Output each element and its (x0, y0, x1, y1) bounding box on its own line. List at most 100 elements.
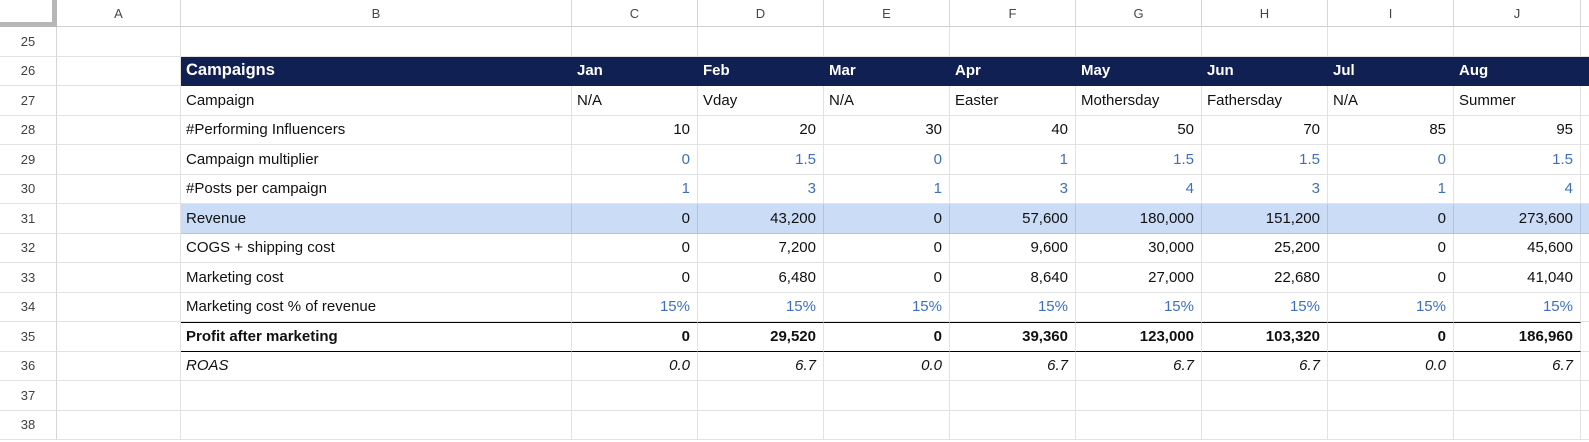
row-header-31[interactable]: 31 (0, 204, 57, 234)
cell-F26[interactable]: Apr (950, 56, 1076, 86)
cell-D26[interactable]: Feb (698, 56, 824, 86)
cell-A27[interactable] (57, 86, 181, 116)
select-all-corner[interactable] (0, 0, 57, 27)
cell-J35[interactable]: 186,960 (1454, 322, 1581, 352)
cell-F35[interactable]: 39,360 (950, 322, 1076, 352)
cell-G37[interactable] (1076, 381, 1202, 411)
cell-G29[interactable]: 1.5 (1076, 145, 1202, 175)
cell-D32[interactable]: 7,200 (698, 233, 824, 263)
cell-F32[interactable]: 9,600 (950, 233, 1076, 263)
cell-G28[interactable]: 50 (1076, 115, 1202, 145)
cell-B38[interactable] (181, 410, 572, 440)
row-header-34[interactable]: 34 (0, 292, 57, 322)
cell-B34[interactable]: Marketing cost % of revenue (181, 292, 572, 322)
cell-E29[interactable]: 0 (824, 145, 950, 175)
cell-D34[interactable]: 15% (698, 292, 824, 322)
cell-B27[interactable]: Campaign (181, 86, 572, 116)
cell-G27[interactable]: Mothersday (1076, 86, 1202, 116)
cell-I29[interactable]: 0 (1328, 145, 1454, 175)
cell-E36[interactable]: 0.0 (824, 351, 950, 381)
cell-I35[interactable]: 0 (1328, 322, 1454, 352)
column-header-B[interactable]: B (181, 0, 572, 27)
cell-E25[interactable] (824, 27, 950, 57)
cell-J31[interactable]: 273,600 (1454, 204, 1581, 234)
cell-J25[interactable] (1454, 27, 1581, 57)
column-header-J[interactable]: J (1454, 0, 1581, 27)
cell-G31[interactable]: 180,000 (1076, 204, 1202, 234)
cell-D37[interactable] (698, 381, 824, 411)
row-header-32[interactable]: 32 (0, 233, 57, 263)
cell-C28[interactable]: 10 (572, 115, 698, 145)
row-header-35[interactable]: 35 (0, 322, 57, 352)
cell-A35[interactable] (57, 322, 181, 352)
cell-J26[interactable]: Aug (1454, 56, 1581, 86)
row-header-27[interactable]: 27 (0, 86, 57, 116)
cell-E32[interactable]: 0 (824, 233, 950, 263)
cell-H25[interactable] (1202, 27, 1328, 57)
cell-C34[interactable]: 15% (572, 292, 698, 322)
cell-C35[interactable]: 0 (572, 322, 698, 352)
cell-G35[interactable]: 123,000 (1076, 322, 1202, 352)
cell-A25[interactable] (57, 27, 181, 57)
column-header-E[interactable]: E (824, 0, 950, 27)
cell-C32[interactable]: 0 (572, 233, 698, 263)
cell-D28[interactable]: 20 (698, 115, 824, 145)
cell-C26[interactable]: Jan (572, 56, 698, 86)
cell-F25[interactable] (950, 27, 1076, 57)
cell-G36[interactable]: 6.7 (1076, 351, 1202, 381)
row-header-29[interactable]: 29 (0, 145, 57, 175)
cell-G34[interactable]: 15% (1076, 292, 1202, 322)
cell-C38[interactable] (572, 410, 698, 440)
cell-H34[interactable]: 15% (1202, 292, 1328, 322)
column-header-F[interactable]: F (950, 0, 1076, 27)
cell-I27[interactable]: N/A (1328, 86, 1454, 116)
cell-C37[interactable] (572, 381, 698, 411)
cell-A26[interactable] (57, 56, 181, 86)
cell-C30[interactable]: 1 (572, 174, 698, 204)
cell-D31[interactable]: 43,200 (698, 204, 824, 234)
cell-B35[interactable]: Profit after marketing (181, 322, 572, 352)
cell-D38[interactable] (698, 410, 824, 440)
cell-B33[interactable]: Marketing cost (181, 263, 572, 293)
cell-D33[interactable]: 6,480 (698, 263, 824, 293)
cell-A32[interactable] (57, 233, 181, 263)
cell-A37[interactable] (57, 381, 181, 411)
cell-A33[interactable] (57, 263, 181, 293)
cell-E33[interactable]: 0 (824, 263, 950, 293)
cell-I33[interactable]: 0 (1328, 263, 1454, 293)
column-header-H[interactable]: H (1202, 0, 1328, 27)
cell-I37[interactable] (1328, 381, 1454, 411)
cell-C31[interactable]: 0 (572, 204, 698, 234)
cell-I36[interactable]: 0.0 (1328, 351, 1454, 381)
cell-I32[interactable]: 0 (1328, 233, 1454, 263)
cell-H26[interactable]: Jun (1202, 56, 1328, 86)
cell-A38[interactable] (57, 410, 181, 440)
cell-G26[interactable]: May (1076, 56, 1202, 86)
cell-C27[interactable]: N/A (572, 86, 698, 116)
cell-G38[interactable] (1076, 410, 1202, 440)
cell-H37[interactable] (1202, 381, 1328, 411)
cell-I28[interactable]: 85 (1328, 115, 1454, 145)
cell-G25[interactable] (1076, 27, 1202, 57)
cell-J37[interactable] (1454, 381, 1581, 411)
cell-G33[interactable]: 27,000 (1076, 263, 1202, 293)
cell-F30[interactable]: 3 (950, 174, 1076, 204)
cell-D25[interactable] (698, 27, 824, 57)
cell-E37[interactable] (824, 381, 950, 411)
row-header-25[interactable]: 25 (0, 27, 57, 57)
cell-E31[interactable]: 0 (824, 204, 950, 234)
cell-D35[interactable]: 29,520 (698, 322, 824, 352)
cell-I25[interactable] (1328, 27, 1454, 57)
cell-A36[interactable] (57, 351, 181, 381)
cell-I31[interactable]: 0 (1328, 204, 1454, 234)
cell-J32[interactable]: 45,600 (1454, 233, 1581, 263)
cell-B36[interactable]: ROAS (181, 351, 572, 381)
cell-H35[interactable]: 103,320 (1202, 322, 1328, 352)
cell-I26[interactable]: Jul (1328, 56, 1454, 86)
row-header-38[interactable]: 38 (0, 410, 57, 440)
cell-H32[interactable]: 25,200 (1202, 233, 1328, 263)
cell-H28[interactable]: 70 (1202, 115, 1328, 145)
cell-I30[interactable]: 1 (1328, 174, 1454, 204)
cell-E27[interactable]: N/A (824, 86, 950, 116)
row-header-26[interactable]: 26 (0, 56, 57, 86)
